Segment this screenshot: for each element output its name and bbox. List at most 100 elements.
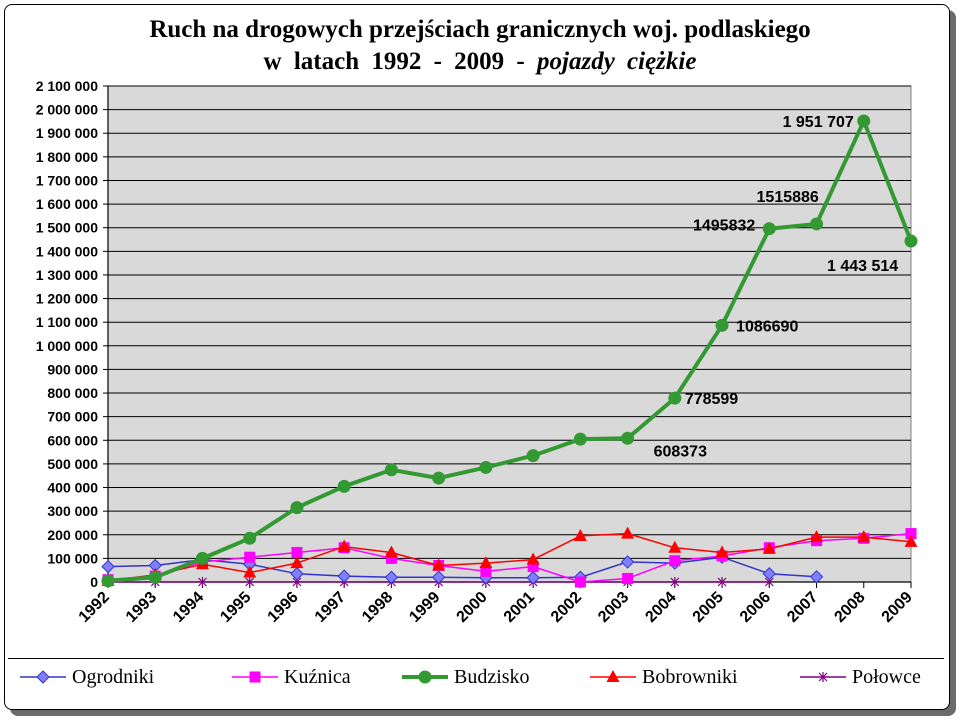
series-layer <box>101 114 918 588</box>
title-line-2-italic: pojazdy ciężkie <box>537 48 697 75</box>
y-tick-label: 600 000 <box>47 432 98 448</box>
y-tick-label: 1 700 000 <box>36 172 98 188</box>
legend-item-kuznica: Kuźnica <box>230 665 351 689</box>
y-tick-label: 900 000 <box>47 361 98 377</box>
data-point-kuznica <box>244 551 256 563</box>
y-tick-label: 1 500 000 <box>36 220 98 236</box>
x-tick-label: 2009 <box>879 589 916 626</box>
legend-swatch-polowce <box>800 672 846 682</box>
legend-label: Budzisko <box>454 665 530 688</box>
data-point-polowce <box>670 577 680 587</box>
x-axis: 1992 1993 1994 1995 1996 1997 1998 1999 2000 2001… <box>76 581 916 626</box>
x-tick-label: 2002 <box>548 589 585 626</box>
y-tick-label: 400 000 <box>47 480 98 496</box>
x-tick-label: 2003 <box>595 589 632 626</box>
data-point-budzisko <box>762 222 776 236</box>
legend-label: Ogrodniki <box>72 665 155 688</box>
data-point-bobrowniki <box>432 558 446 571</box>
data-point-bobrowniki <box>573 528 587 541</box>
data-point-bobrowniki <box>526 552 540 565</box>
y-tick-label: 500 000 <box>47 456 98 472</box>
y-tick-label: 1 400 000 <box>36 243 98 259</box>
y-tick-label: 1 100 000 <box>36 314 98 330</box>
y-tick-label: 700 000 <box>47 409 98 425</box>
data-point-budzisko <box>668 391 682 405</box>
data-point-ogrodniki <box>620 555 635 569</box>
data-point-ogrodniki <box>337 569 351 583</box>
series-line-bobrowniki <box>107 532 912 582</box>
x-tick-label: 1996 <box>265 589 302 626</box>
y-tick-label: 100 000 <box>47 550 98 566</box>
title-line-1: Ruch na drogowych przejściach granicznyc… <box>149 16 811 43</box>
y-tick-label: 200 000 <box>47 527 98 543</box>
plot-area <box>107 85 912 583</box>
y-tick-label: 2 100 000 <box>36 78 98 94</box>
data-point-ogrodniki <box>384 570 399 584</box>
data-label: 1515886 <box>757 189 819 206</box>
y-tick-label: 1 600 000 <box>36 196 98 212</box>
data-point-budzisko <box>904 234 918 248</box>
data-point-budzisko <box>337 479 351 493</box>
gridlines <box>108 85 911 559</box>
data-point-ogrodniki <box>290 567 304 581</box>
data-point-bobrowniki <box>857 530 871 543</box>
data-point-bobrowniki <box>337 539 351 552</box>
data-point-bobrowniki <box>479 556 493 569</box>
data-label: 1086690 <box>736 318 798 335</box>
y-tick-label: 2 000 000 <box>36 102 98 118</box>
data-point-kuznica <box>291 546 303 558</box>
x-tick-label: 2008 <box>831 589 868 626</box>
y-axis: 0 100 000 200 000 300 000 400 000 500 000 600 … <box>36 78 109 590</box>
x-tick-label: 1992 <box>76 589 113 626</box>
data-point-kuznica <box>574 576 586 588</box>
series-line-budzisko <box>107 119 913 583</box>
data-point-bobrowniki <box>243 565 257 578</box>
legend: Ogrodniki Kuźnica Budzisko Bobrowniki Połowc… <box>8 658 944 697</box>
legend-marker-budzisko <box>418 670 432 684</box>
legend-swatch-bobrowniki <box>590 670 636 682</box>
data-label: 778599 <box>685 391 738 408</box>
legend-marker-ogrodniki <box>36 670 50 684</box>
series-line-ogrodniki <box>107 556 817 579</box>
legend-item-budzisko: Budzisko <box>400 665 530 689</box>
data-point-bobrowniki <box>384 545 398 558</box>
data-point-polowce <box>198 577 207 587</box>
legend-item-ogrodniki: Ogrodniki <box>18 665 154 689</box>
data-point-bobrowniki <box>290 556 304 569</box>
data-point-polowce <box>245 577 255 587</box>
data-label: 1495832 <box>693 218 755 235</box>
data-point-bobrowniki <box>621 526 635 539</box>
data-point-budzisko <box>290 501 304 515</box>
legend-item-polowce: Połowce <box>798 665 921 689</box>
y-tick-label: 800 000 <box>47 385 98 401</box>
x-tick-label: 1994 <box>170 589 207 626</box>
legend-swatch-ogrodniki <box>20 670 66 684</box>
legend-marker-bobrowniki <box>606 670 620 682</box>
data-label: 1 443 514 <box>827 258 898 275</box>
data-point-ogrodniki <box>431 570 446 584</box>
series-budzisko <box>101 114 918 588</box>
data-label: 608373 <box>654 443 707 460</box>
data-point-polowce <box>717 577 727 587</box>
data-label: 1 951 707 <box>783 114 854 131</box>
x-tick-label: 1995 <box>217 589 254 626</box>
chart-title: Ruch na drogowych przejściach granicznyc… <box>0 14 960 78</box>
y-tick-label: 1 200 000 <box>36 291 98 307</box>
title-line-2-prefix: w latach 1992 - 2009 - <box>263 48 525 75</box>
data-point-bobrowniki <box>668 540 682 553</box>
x-tick-label: 2005 <box>690 589 727 626</box>
legend-label: Połowce <box>852 665 921 688</box>
data-point-bobrowniki <box>715 545 729 558</box>
x-tick-label: 1998 <box>359 589 396 626</box>
x-tick-label: 1997 <box>312 589 349 626</box>
data-point-kuznica <box>905 528 917 540</box>
x-tick-label: 2004 <box>642 589 679 626</box>
x-tick-label: 2007 <box>784 589 821 626</box>
x-tick-label: 2006 <box>737 589 774 626</box>
legend-label: Bobrowniki <box>642 665 738 688</box>
data-point-kuznica <box>527 561 539 573</box>
title-line-2: w latach 1992 - 2009 - pojazdy ciężkie <box>0 46 960 78</box>
series-bobrowniki <box>101 526 918 586</box>
data-point-ogrodniki <box>526 571 540 585</box>
x-tick-label: 1999 <box>406 589 443 626</box>
